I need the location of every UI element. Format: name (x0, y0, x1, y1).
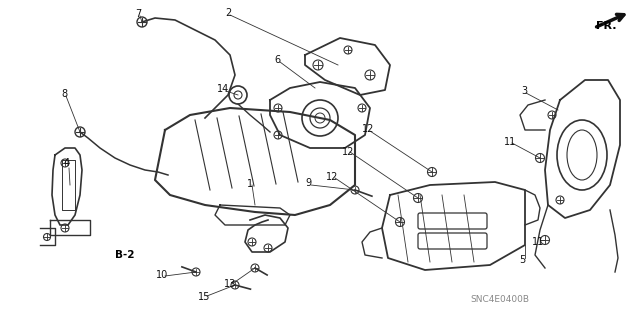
Text: 12: 12 (326, 172, 338, 182)
Text: 13: 13 (224, 279, 236, 289)
Text: SNC4E0400B: SNC4E0400B (470, 295, 529, 305)
Text: 3: 3 (521, 86, 527, 96)
Text: 7: 7 (135, 9, 141, 19)
Text: FR.: FR. (596, 21, 616, 31)
Text: 11: 11 (532, 237, 544, 247)
Text: 10: 10 (156, 270, 168, 280)
Text: 1: 1 (247, 179, 253, 189)
Text: 5: 5 (519, 255, 525, 265)
Text: 11: 11 (504, 137, 516, 147)
Text: 8: 8 (61, 89, 67, 99)
Text: 14: 14 (217, 84, 229, 94)
Text: 4: 4 (64, 158, 70, 168)
Text: 15: 15 (198, 292, 210, 302)
Text: B-2: B-2 (115, 250, 135, 260)
Text: 12: 12 (362, 124, 374, 134)
Text: 9: 9 (305, 178, 311, 188)
Text: 2: 2 (225, 8, 231, 18)
Text: 12: 12 (342, 147, 354, 157)
Text: 6: 6 (274, 55, 280, 65)
